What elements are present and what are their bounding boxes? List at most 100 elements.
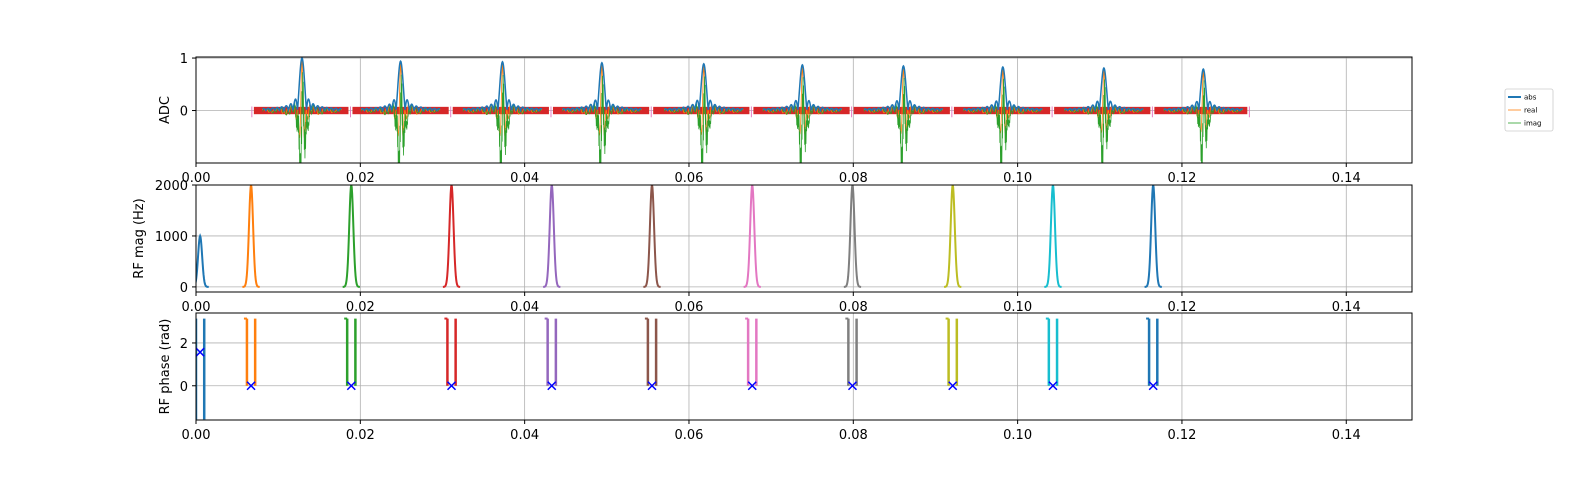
adc-window-separator: |: [549, 105, 553, 118]
echo-abs-line: [762, 63, 843, 113]
rf-phase-marker: [747, 381, 757, 391]
adc-sample-band: [653, 106, 750, 115]
plot-area: | | | | | | | | | | |: [250, 57, 1251, 163]
x-tick-label: 0.12: [1167, 171, 1196, 186]
echo-imag-line: [262, 72, 342, 163]
axes-frame: [195, 184, 1413, 293]
subplot-2: 0.00 0.02 0.04 0.06 0.08 0.10 0.12 0.14 2000 1000…: [132, 179, 1413, 315]
echo-real-line: [360, 63, 441, 137]
echo-imag-line: [1163, 80, 1243, 163]
x-tick-label: 0.04: [510, 171, 539, 186]
echo-imag-line: [863, 78, 944, 163]
x-tick-label: 0.08: [839, 428, 868, 443]
echo-real-line: [863, 68, 944, 134]
adc-sample-band: [552, 106, 650, 115]
rf-magnitude-pulse: [1044, 185, 1062, 288]
x-tick-label: 0.12: [1167, 300, 1196, 315]
echo-real-line: [762, 67, 843, 135]
echo-real-line: [1163, 71, 1244, 133]
x-tick-label: 0.14: [1332, 300, 1361, 315]
rf-magnitude-pulse: [1144, 185, 1162, 288]
x-tick-label: 0.04: [510, 300, 539, 315]
echo-abs-line: [1064, 66, 1144, 113]
echo-abs-line: [462, 60, 543, 113]
subplot-1: | | | | | | | | | | | 0.00 0.02 0.04 0.06 0.08 0.10 0.12 0…: [158, 52, 1413, 186]
echo-abs-line: [962, 65, 1043, 113]
echo-imag-line: [963, 78, 1043, 163]
echo-imag-line: [1064, 79, 1144, 163]
echo-imag-line: [664, 76, 744, 163]
adc-window-separator: |: [1050, 105, 1054, 118]
x-tick-label: 0.06: [674, 300, 703, 315]
y-tick-label: 2000: [155, 179, 188, 194]
rf-phase-marker: [246, 381, 256, 391]
axes-frame: [195, 312, 1413, 421]
x-tick-label: 0.10: [1003, 428, 1032, 443]
x-tick-label: 0.02: [346, 300, 375, 315]
adc-window-separator: |: [349, 105, 353, 118]
adc-window-separator: |: [1247, 105, 1251, 118]
echo-real-line: [663, 66, 744, 135]
rf-magnitude-pulse: [643, 185, 661, 288]
echo-real-line: [462, 64, 543, 137]
adc-window-separator: |: [850, 105, 854, 118]
adc-window-separator: |: [1151, 105, 1155, 118]
rf-phase-marker: [547, 381, 557, 391]
y-tick-label: 0: [180, 105, 188, 120]
legend-entry: imag: [1524, 120, 1542, 128]
x-tick-label: 0.02: [346, 171, 375, 186]
rf-phase-marker: [196, 347, 205, 357]
x-tick-label: 0.06: [674, 428, 703, 443]
echo-abs-line: [1163, 67, 1244, 113]
rf-magnitude-pulse: [242, 185, 260, 288]
x-tick-label: 0.06: [674, 171, 703, 186]
rf-phase-marker: [1148, 381, 1158, 391]
x-tick-label: 0.14: [1332, 428, 1361, 443]
x-tick-label: 0.08: [839, 171, 868, 186]
x-tick-label: 0.02: [346, 428, 375, 443]
echo-real-line: [963, 69, 1043, 134]
y-tick-label: 0: [180, 281, 188, 296]
echo-imag-line: [360, 74, 441, 163]
echo-abs-line: [262, 57, 342, 113]
adc-window-separator: |: [950, 105, 954, 118]
plot-area: [196, 185, 1162, 288]
echo-real-line: [262, 60, 342, 138]
rf-magnitude-pulse: [743, 185, 761, 288]
rf-magnitude-pulse: [342, 185, 360, 288]
adc-window-separator: |: [649, 105, 653, 118]
adc-window-separator: |: [250, 105, 254, 118]
x-tick-label: 0.00: [182, 300, 211, 315]
x-tick-label: 0.10: [1003, 171, 1032, 186]
x-tick-label: 0.14: [1332, 171, 1361, 186]
y-axis-label: RF mag (Hz): [132, 198, 147, 278]
axes-frame: [195, 56, 1413, 164]
x-tick-label: 0.12: [1167, 428, 1196, 443]
rf-phase-marker: [948, 381, 958, 391]
echo-real-line: [562, 65, 642, 136]
adc-window-separator: |: [750, 105, 754, 118]
echo-abs-line: [360, 59, 441, 113]
echo-imag-line: [462, 74, 543, 163]
rf-magnitude-pulse: [843, 185, 862, 288]
rf-phase-marker: [446, 381, 457, 391]
plot-area: [196, 317, 1159, 420]
rf-magnitude-pulse: [196, 233, 209, 288]
x-tick-label: 0.00: [182, 428, 211, 443]
adc-sample-band: [753, 106, 850, 115]
echo-real-line: [1064, 70, 1144, 133]
legend-frame: [1504, 88, 1554, 132]
rf-phase-marker: [346, 381, 356, 391]
x-tick-label: 0.04: [510, 428, 539, 443]
echo-imag-line: [562, 75, 642, 163]
legend: abs real imag: [1504, 88, 1554, 132]
y-tick-label: 2: [180, 337, 188, 352]
x-tick-label: 0.08: [839, 300, 868, 315]
adc-sample-band: [953, 106, 1051, 115]
echo-abs-line: [663, 62, 744, 113]
echo-abs-line: [561, 61, 642, 113]
rf-magnitude-pulse: [944, 185, 962, 288]
legend-entry: abs: [1524, 94, 1537, 102]
rf-phase-marker: [647, 381, 657, 391]
